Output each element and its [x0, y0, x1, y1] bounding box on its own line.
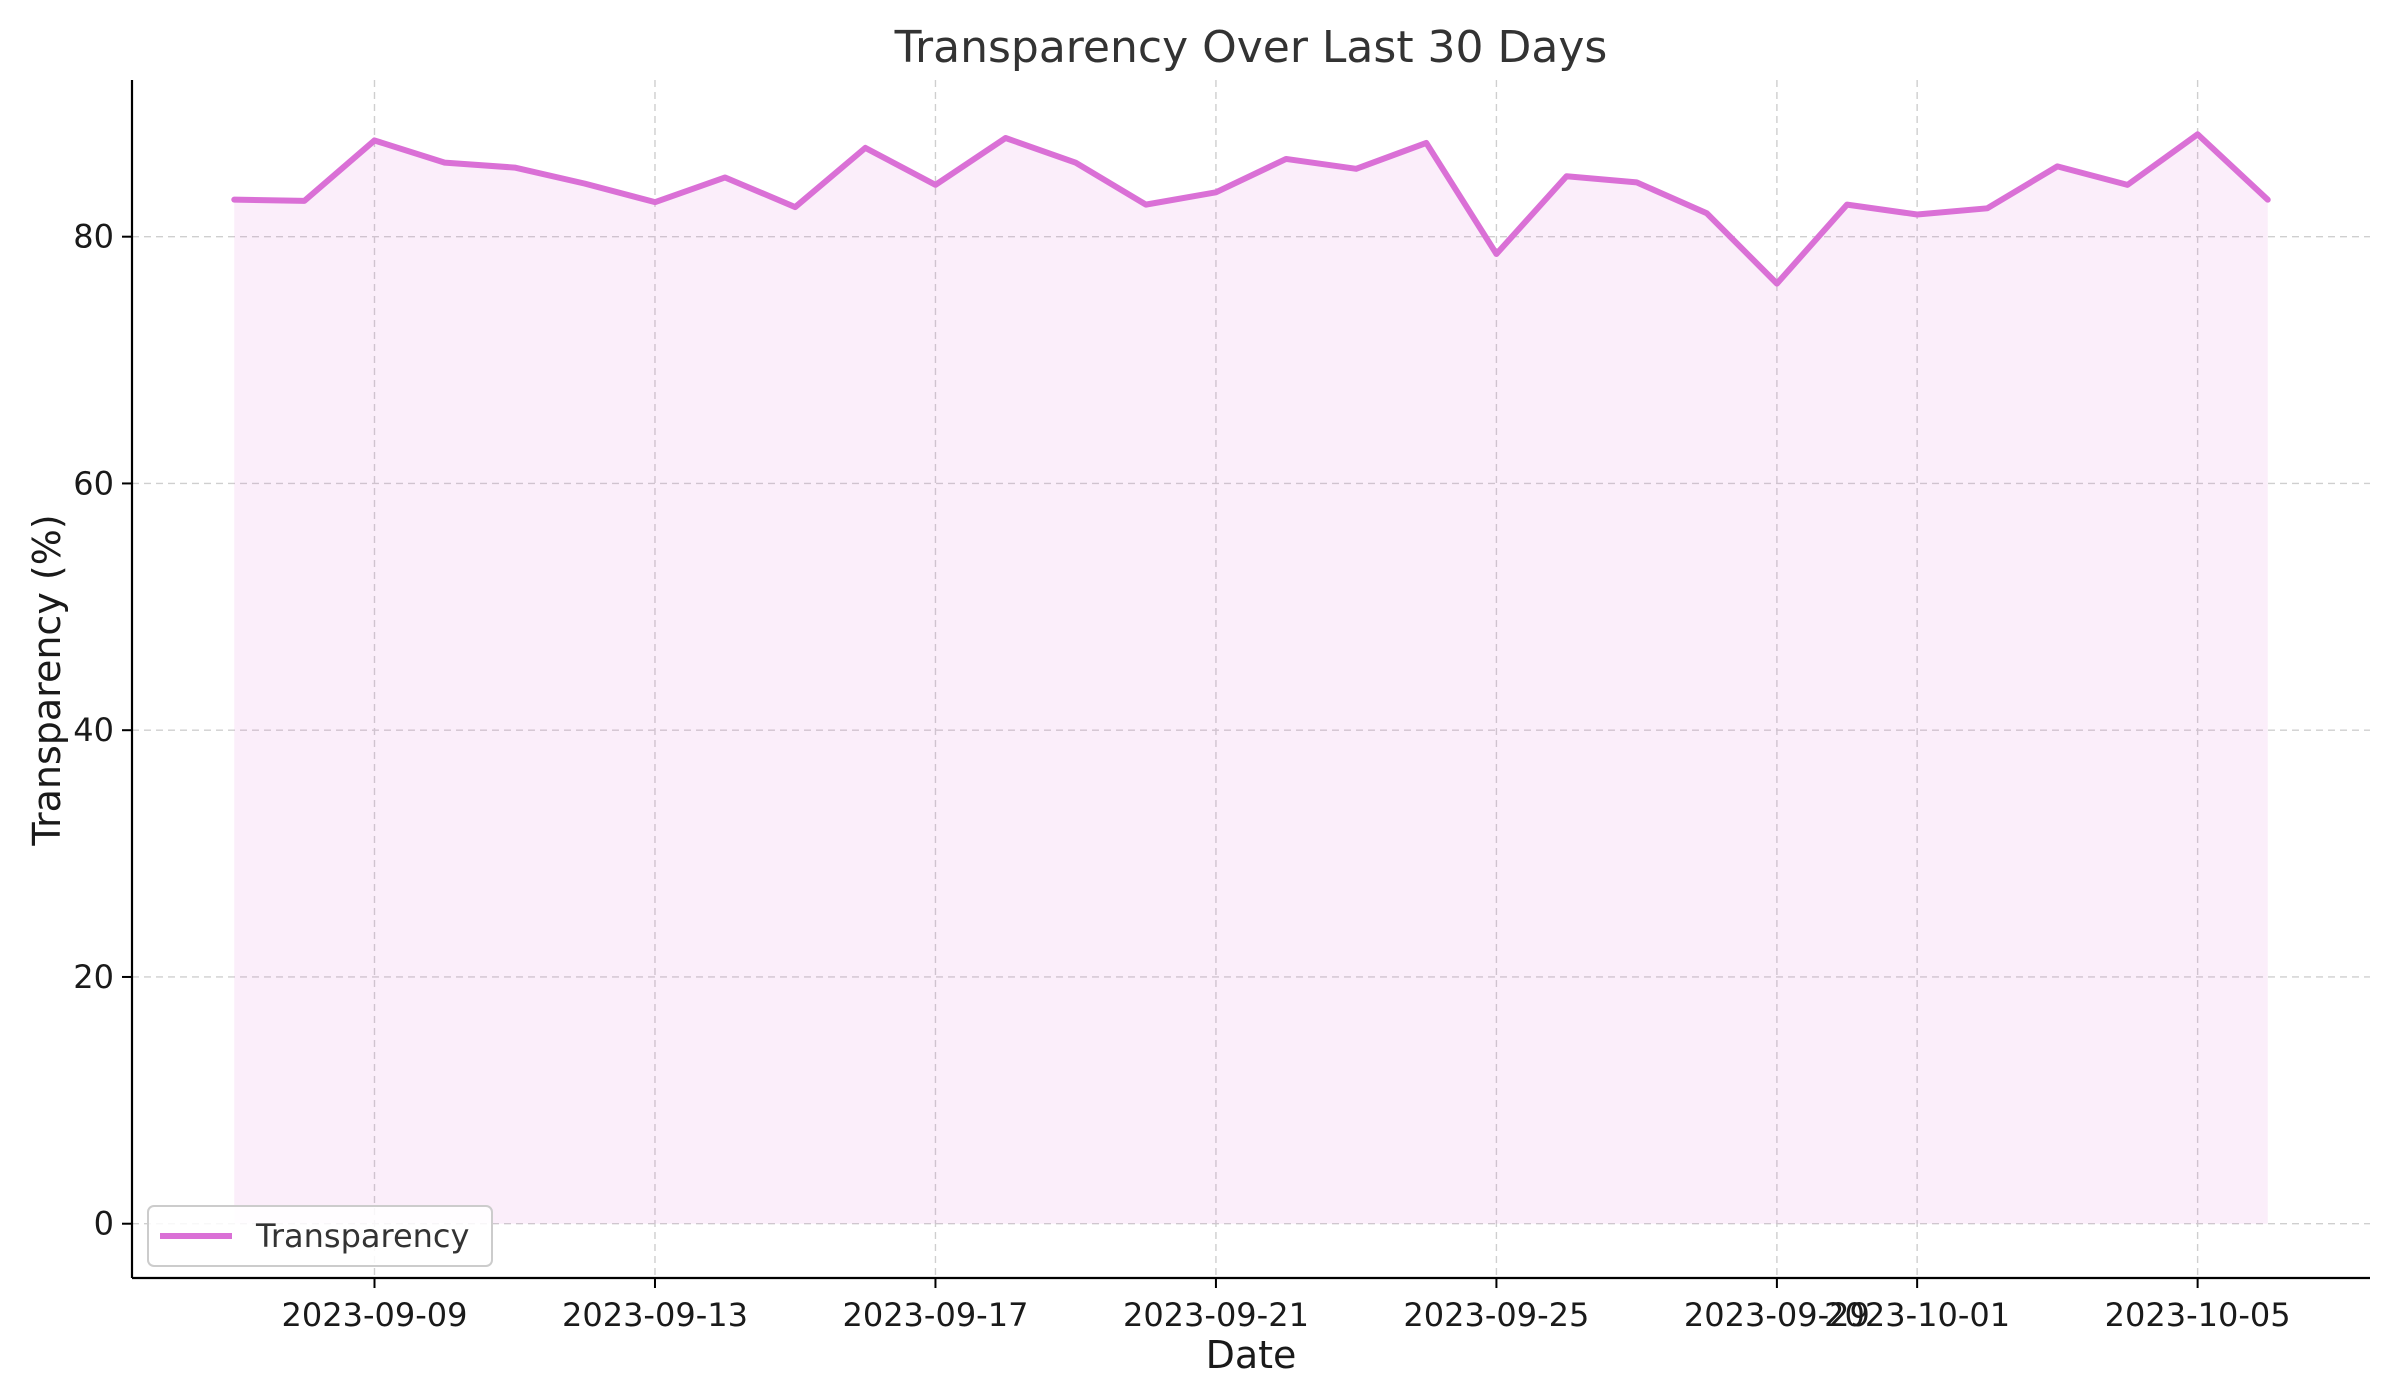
data-point	[723, 175, 727, 179]
line-layer	[231, 131, 2271, 287]
data-point	[583, 182, 587, 186]
x-axis-title: Date	[1206, 1333, 1297, 1377]
y-tick-label: 80	[73, 218, 114, 256]
grid-layer	[132, 80, 2370, 1278]
data-point	[1074, 161, 1078, 165]
chart-title: Transparency Over Last 30 Days	[894, 22, 1608, 73]
y-tick-label: 0	[94, 1205, 114, 1243]
data-point	[1354, 167, 1358, 171]
x-tick-label: 2023-09-09	[282, 1296, 468, 1334]
data-point	[1144, 203, 1148, 207]
x-tick-label: 2023-10-05	[2105, 1296, 2291, 1334]
data-point	[1775, 282, 1779, 286]
x-tick-label: 2023-09-25	[1403, 1296, 1589, 1334]
data-point	[1284, 157, 1288, 161]
data-point	[1494, 252, 1498, 256]
data-point	[1845, 203, 1849, 207]
x-tick-label: 2023-09-29	[1684, 1296, 1870, 1334]
legend: Transparency	[147, 1205, 493, 1267]
x-tick-label: 2023-09-21	[1123, 1296, 1309, 1334]
legend-label: Transparency	[255, 1217, 469, 1255]
data-point	[302, 199, 306, 203]
data-point	[513, 166, 517, 170]
data-point	[2196, 132, 2200, 136]
data-point	[1565, 174, 1569, 178]
legend-box	[147, 1205, 493, 1267]
data-point	[2126, 183, 2130, 187]
series-line	[231, 131, 2271, 287]
x-tick-label: 2023-10-01	[1824, 1296, 2010, 1334]
x-tick-label: 2023-09-13	[562, 1296, 748, 1334]
data-point	[933, 183, 937, 187]
data-point	[1915, 212, 1919, 216]
data-point	[372, 138, 376, 142]
tick-layer: 2023-09-09 2023-09-13 2023-09-17 2023-09-21…	[73, 218, 2290, 1334]
y-axis-title: Transparency (%)	[25, 514, 69, 846]
data-point	[443, 161, 447, 165]
data-point	[1985, 206, 1989, 210]
axis-layer	[130, 80, 2370, 1280]
data-point	[653, 200, 657, 204]
y-tick-label: 40	[73, 711, 114, 749]
y-tick-label: 60	[73, 464, 114, 502]
data-point	[863, 146, 867, 150]
series-area-fill	[234, 134, 2268, 1224]
y-tick-label: 20	[73, 958, 114, 996]
x-tick-label: 2023-09-17	[842, 1296, 1028, 1334]
area-layer	[234, 134, 2268, 1224]
data-point	[1214, 190, 1218, 194]
data-point	[1424, 141, 1428, 145]
data-point	[1004, 136, 1008, 140]
data-point	[1705, 211, 1709, 215]
data-point	[793, 205, 797, 209]
data-point	[2266, 198, 2270, 202]
data-point	[232, 198, 236, 202]
data-point	[2055, 164, 2059, 168]
data-point	[1635, 180, 1639, 184]
